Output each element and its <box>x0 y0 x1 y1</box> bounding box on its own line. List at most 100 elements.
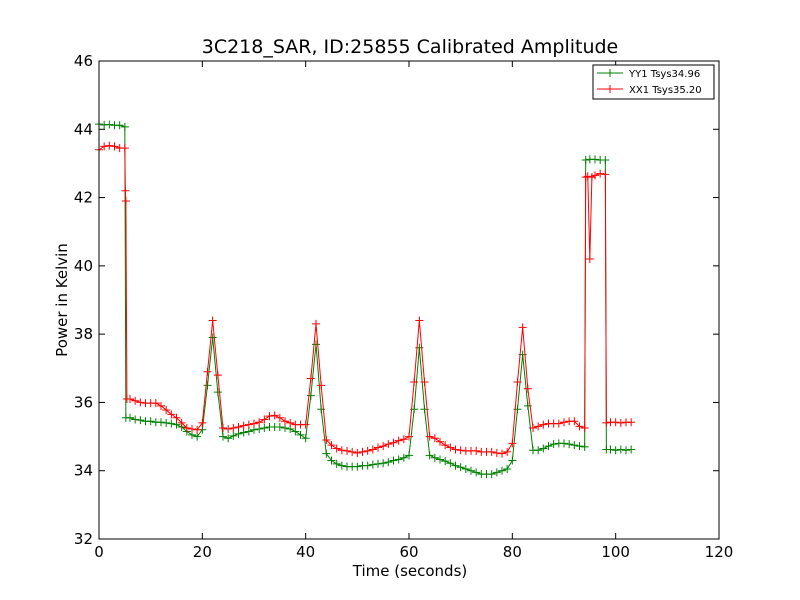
data-point-marker <box>208 333 217 342</box>
data-point-marker <box>415 316 424 325</box>
data-point-marker <box>394 436 403 445</box>
data-point-marker <box>591 155 599 164</box>
data-point-marker <box>379 442 388 451</box>
data-point-marker <box>322 435 331 444</box>
data-point-marker <box>275 413 284 422</box>
y-tick-label: 46 <box>74 52 93 70</box>
data-point-marker <box>389 438 398 447</box>
data-point-marker <box>436 455 444 464</box>
data-point-marker <box>172 413 181 422</box>
data-point-marker <box>456 463 465 472</box>
data-point-marker <box>575 422 584 431</box>
y-tick-label: 38 <box>74 325 93 343</box>
data-point-marker <box>430 453 439 462</box>
data-point-marker <box>151 399 160 408</box>
data-point-marker <box>255 418 264 427</box>
data-point-marker <box>136 416 145 425</box>
data-point-marker <box>627 418 636 427</box>
data-point-marker <box>565 440 574 449</box>
data-point-marker <box>244 427 253 436</box>
data-point-marker <box>544 442 553 451</box>
data-point-marker <box>167 419 176 428</box>
data-point-marker <box>265 412 274 421</box>
data-point-marker <box>260 415 269 424</box>
legend-box <box>592 64 715 100</box>
data-point-marker <box>575 442 584 451</box>
data-point-marker <box>162 405 171 414</box>
data-point-marker <box>513 377 522 386</box>
data-point-marker <box>105 141 114 150</box>
data-point-marker <box>291 427 300 436</box>
data-point-marker <box>353 462 362 471</box>
data-point-marker <box>554 419 563 428</box>
data-point-marker <box>193 425 202 434</box>
legend-label-yy1: YY1 Tsys34.96 <box>628 69 700 80</box>
data-point-marker <box>363 461 372 470</box>
x-tick-label: 0 <box>94 543 104 561</box>
data-point-marker <box>100 142 109 151</box>
data-point-marker <box>121 196 130 205</box>
data-point-marker <box>508 456 517 465</box>
data-point-marker <box>389 456 398 465</box>
data-point-marker <box>410 377 419 386</box>
series-yy1 <box>95 120 636 479</box>
y-axis-title: Power in Kelvin <box>53 243 71 357</box>
data-point-marker <box>503 447 512 456</box>
data-point-marker <box>172 420 181 429</box>
data-point-marker <box>120 122 129 131</box>
data-point-marker <box>213 388 222 397</box>
data-point-marker <box>523 384 532 393</box>
data-point-marker <box>606 445 615 454</box>
data-point-marker <box>492 448 501 457</box>
data-point-marker <box>203 381 212 390</box>
data-point-marker <box>529 424 537 433</box>
data-point-marker <box>121 186 130 195</box>
data-point-marker <box>162 418 171 427</box>
data-point-marker <box>120 144 129 153</box>
data-point-marker <box>451 461 460 470</box>
x-tick-label: 60 <box>399 543 418 561</box>
data-point-marker <box>244 420 253 429</box>
data-point-marker <box>602 418 611 427</box>
data-point-marker <box>208 316 217 325</box>
data-point-marker <box>177 418 186 427</box>
data-point-marker <box>110 142 119 151</box>
data-point-marker <box>467 466 475 475</box>
data-point-marker <box>534 446 543 455</box>
data-point-marker <box>306 374 315 383</box>
legend-label-xx1: XX1 Tsys35.20 <box>629 85 702 96</box>
y-tick-label: 40 <box>74 257 93 275</box>
data-point-marker <box>368 460 377 469</box>
y-tick-label: 32 <box>74 530 93 548</box>
data-point-marker <box>596 169 605 178</box>
data-point-marker <box>157 418 165 427</box>
data-point-marker <box>487 447 496 456</box>
plot-area <box>95 60 720 540</box>
data-point-marker <box>203 367 212 376</box>
data-point-marker <box>585 255 594 264</box>
data-point-marker <box>549 440 558 449</box>
data-point-marker <box>353 448 362 457</box>
data-point-marker <box>394 455 403 464</box>
data-point-marker <box>146 417 155 426</box>
data-point-marker <box>456 446 465 455</box>
y-tick-label: 44 <box>74 120 93 138</box>
data-point-marker <box>601 170 610 179</box>
data-point-marker <box>405 432 413 441</box>
data-point-marker <box>441 457 450 466</box>
data-point-marker <box>229 431 238 440</box>
data-point-marker <box>193 432 202 441</box>
data-point-marker <box>583 172 592 181</box>
data-point-marker <box>337 461 346 470</box>
data-point-marker <box>581 156 590 165</box>
data-point-marker <box>399 435 408 444</box>
data-point-marker <box>560 439 568 448</box>
data-point-marker <box>296 430 305 439</box>
x-tick-label: 20 <box>193 543 212 561</box>
data-point-marker <box>379 459 388 468</box>
data-point-marker <box>286 418 295 427</box>
data-point-marker <box>616 418 625 427</box>
data-point-marker <box>327 456 336 465</box>
data-point-marker <box>105 120 114 129</box>
data-point-marker <box>611 418 620 427</box>
